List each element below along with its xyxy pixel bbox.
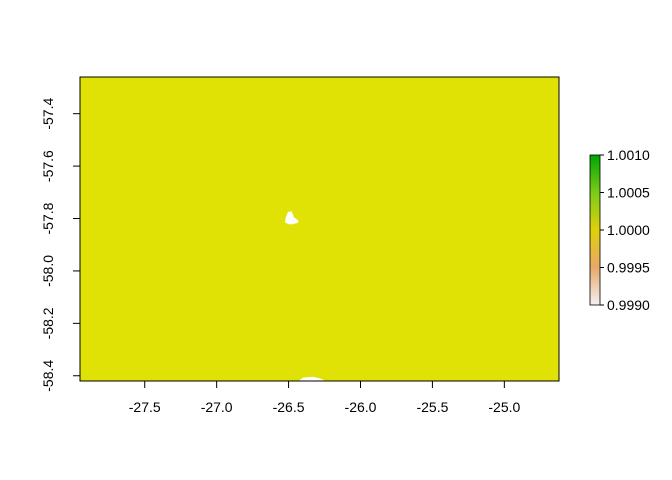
- x-tick-label: -26.5: [273, 399, 305, 415]
- x-tick-label: -27.5: [129, 399, 161, 415]
- y-tick-label: -58.2: [40, 307, 56, 339]
- x-tick-label: -27.0: [201, 399, 233, 415]
- x-tick-label: -26.0: [345, 399, 377, 415]
- raster-cells: [80, 77, 559, 381]
- bottom-edge-mask: [298, 376, 325, 381]
- legend-tick-label: 1.0000: [607, 222, 650, 238]
- color-legend: 0.9990 0.9995 1.0000 1.0005 1.0010: [589, 147, 650, 313]
- raster-layer: [80, 77, 559, 381]
- x-tick-label: -25.0: [488, 399, 520, 415]
- y-tick-label: -57.6: [40, 150, 56, 182]
- legend-color-bar: [589, 154, 601, 306]
- y-tick-label: -58.0: [40, 255, 56, 287]
- legend-tick-label: 0.9990: [607, 297, 650, 313]
- x-tick-label: -25.5: [416, 399, 448, 415]
- y-tick-label: -58.4: [40, 360, 56, 392]
- y-tick-label: -57.4: [40, 98, 56, 130]
- legend-tick-label: 1.0005: [607, 185, 650, 201]
- y-axis: -57.4 -57.6 -57.8 -58.0 -58.2 -58.4: [40, 98, 81, 392]
- legend-tick-label: 1.0010: [607, 147, 650, 163]
- x-axis: -27.5 -27.0 -26.5 -26.0 -25.5 -25.0: [129, 380, 521, 415]
- y-tick-label: -57.8: [40, 202, 56, 234]
- island-mask: [285, 211, 299, 225]
- legend-tick-label: 0.9995: [607, 260, 650, 276]
